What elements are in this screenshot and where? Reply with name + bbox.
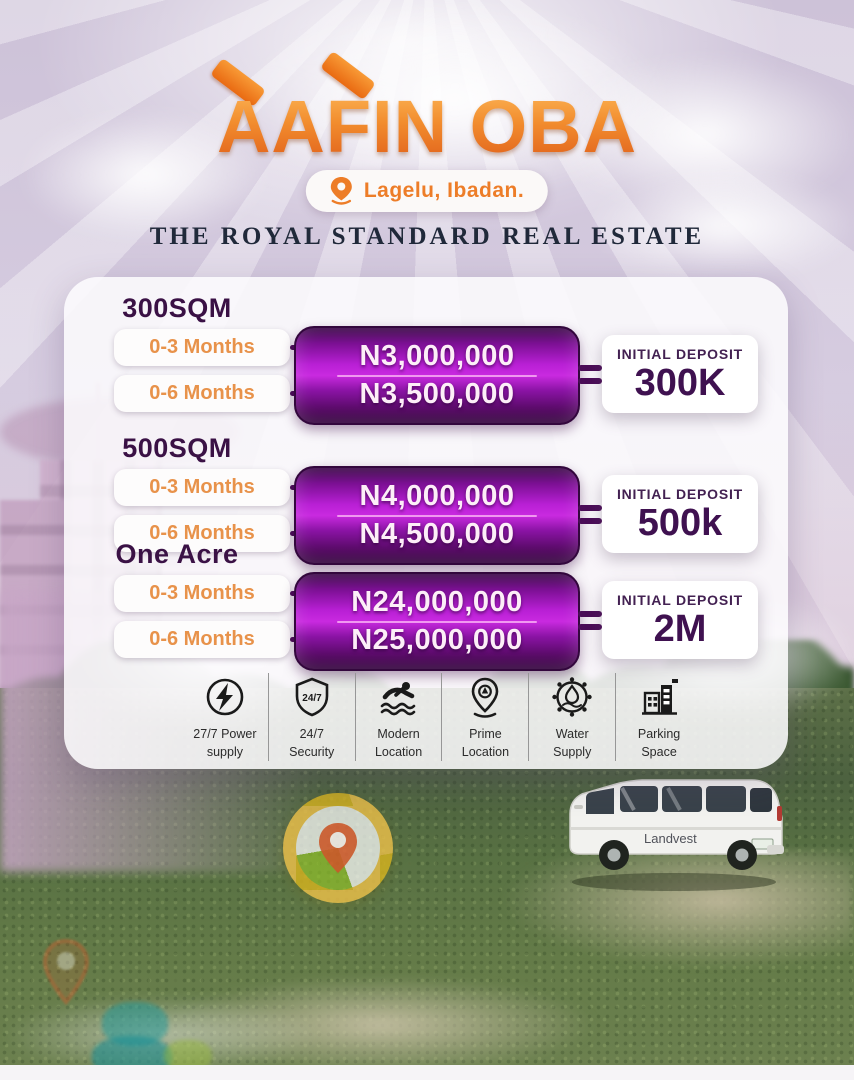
swimmer-icon bbox=[377, 675, 421, 719]
pricing-card: 300SQM 0-3 Months 0-6 Months N3,000,000 … bbox=[64, 277, 788, 769]
feature-modern-location: Modern Location bbox=[354, 673, 442, 761]
svg-text:24/7: 24/7 bbox=[302, 693, 322, 704]
feature-parking: Parking Space bbox=[615, 673, 702, 761]
location-text: Lagelu, Ibadan. bbox=[363, 179, 525, 202]
price-0-3: N4,000,000 bbox=[359, 479, 515, 512]
equals-sign bbox=[578, 611, 602, 630]
features-row: 27/7 Power supply 24/7 24/7 Security bbox=[182, 673, 702, 761]
location-badge: Lagelu, Ibadan. bbox=[305, 170, 549, 212]
feature-water-supply: Water Supply bbox=[528, 673, 615, 761]
deposit-label: INITIAL DEPOSIT bbox=[616, 346, 744, 362]
feature-prime-location: Prime Location bbox=[441, 673, 528, 761]
feature-label: Prime Location bbox=[461, 727, 510, 759]
deposit-label: INITIAL DEPOSIT bbox=[616, 486, 744, 502]
price-0-6: N4,500,000 bbox=[359, 517, 515, 550]
term-pill: 0-6 Months bbox=[114, 515, 290, 552]
deposit-card: INITIAL DEPOSIT 500k bbox=[602, 475, 758, 553]
plan-row-500sqm: 500SQM 0-3 Months 0-6 Months N4,000,000 … bbox=[64, 433, 788, 565]
term-pill: 0-6 Months bbox=[114, 375, 290, 412]
deposit-label: INITIAL DEPOSIT bbox=[616, 592, 744, 608]
deposit-card: INITIAL DEPOSIT 300K bbox=[602, 335, 758, 413]
term-pill: 0-3 Months bbox=[114, 329, 290, 366]
company-subtitle: THE ROYAL STANDARD REAL ESTATE bbox=[149, 223, 705, 250]
location-pin-icon bbox=[330, 177, 352, 205]
estate-title: AAFIN OBA bbox=[0, 84, 854, 169]
plan-size-label: 300SQM bbox=[122, 293, 232, 323]
map-pin-icon bbox=[319, 823, 357, 873]
parking-building-icon bbox=[637, 675, 681, 719]
equals-sign bbox=[578, 365, 602, 384]
term-pill: 0-3 Months bbox=[114, 469, 290, 506]
term-pill: 0-3 Months bbox=[114, 575, 290, 612]
plan-row-300sqm: 300SQM 0-3 Months 0-6 Months N3,000,000 … bbox=[64, 293, 788, 425]
cloud bbox=[20, 110, 270, 240]
feature-power: 27/7 Power supply bbox=[182, 673, 268, 761]
price-0-6: N25,000,000 bbox=[351, 623, 523, 656]
term-pill: 0-6 Months bbox=[114, 621, 290, 658]
van-brand-text: Landvest bbox=[644, 831, 697, 846]
equals-sign bbox=[578, 505, 602, 524]
feature-label: 27/7 Power supply bbox=[193, 727, 257, 759]
price-box: N3,000,000 N3,500,000 bbox=[294, 326, 580, 425]
price-divider bbox=[337, 374, 537, 377]
plan-size-label: 500SQM bbox=[122, 433, 232, 463]
bottom-margin-strip bbox=[0, 1065, 854, 1080]
company-van: Landvest bbox=[569, 779, 784, 891]
water-drop-icon bbox=[550, 675, 594, 719]
map-pin-compass-icon bbox=[463, 675, 507, 719]
price-0-3: N3,000,000 bbox=[359, 339, 515, 372]
feature-label: Water Supply bbox=[553, 727, 592, 759]
price-0-3: N24,000,000 bbox=[351, 585, 523, 618]
plan-size-label: One Acre bbox=[115, 539, 239, 569]
feature-label: Modern Location bbox=[374, 727, 423, 759]
deposit-value: 500k bbox=[637, 502, 723, 544]
price-0-6: N3,500,000 bbox=[359, 377, 515, 410]
brand-logo-watermark bbox=[283, 793, 393, 903]
feature-label: Parking Space bbox=[637, 727, 681, 759]
deposit-value: 300K bbox=[634, 362, 726, 404]
plan-row-one-acre: One Acre 0-3 Months 0-6 Months N24,000,0… bbox=[64, 539, 788, 671]
power-icon bbox=[203, 675, 247, 719]
price-box: N4,000,000 N4,500,000 bbox=[294, 466, 580, 565]
price-box: N24,000,000 N25,000,000 bbox=[294, 572, 580, 671]
security-shield-icon: 24/7 bbox=[290, 675, 334, 719]
price-divider bbox=[337, 620, 537, 623]
map-pin-watermark-icon bbox=[42, 938, 90, 1006]
price-divider bbox=[337, 514, 537, 517]
deposit-card: INITIAL DEPOSIT 2M bbox=[602, 581, 758, 659]
dirt-road bbox=[500, 850, 854, 970]
deposit-value: 2M bbox=[653, 608, 707, 650]
feature-security: 24/7 24/7 Security bbox=[267, 673, 355, 761]
feature-label: 24/7 Security bbox=[289, 727, 335, 759]
cloud bbox=[590, 170, 854, 280]
